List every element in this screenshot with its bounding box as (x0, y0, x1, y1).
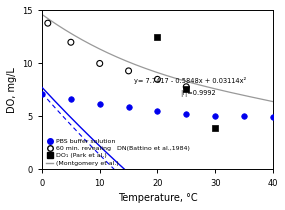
Point (40, 93, 44, 96)
Point (155, 35, 160, 39)
Y-axis label: DO, mg/L: DO, mg/L (7, 67, 17, 113)
Point (155, 78, 160, 81)
Point (126, 69, 131, 72)
Point (184, 85, 189, 88)
Point (213, 126, 217, 130)
Point (97, 102, 102, 105)
Point (184, 113, 189, 116)
X-axis label: Temperature, °C: Temperature, °C (118, 193, 197, 203)
Text: |r|=0.9992: |r|=0.9992 (180, 90, 216, 97)
Point (242, 115, 246, 118)
Text: y= 7.7417 - 0.5848x + 0.03114x²: y= 7.7417 - 0.5848x + 0.03114x² (134, 77, 247, 84)
Legend: PBS buffer solution, 60 min. revealing   DN(Battino et al.,1984), DO₁ (Park et a: PBS buffer solution, 60 min. revealing D… (44, 137, 191, 167)
Point (69, 41, 73, 44)
Point (97, 62, 102, 65)
Point (69, 97, 73, 101)
Point (155, 109, 160, 112)
Point (46, 21, 50, 25)
Point (213, 114, 217, 118)
Point (126, 106, 131, 109)
Point (184, 87, 189, 91)
Point (270, 115, 275, 119)
